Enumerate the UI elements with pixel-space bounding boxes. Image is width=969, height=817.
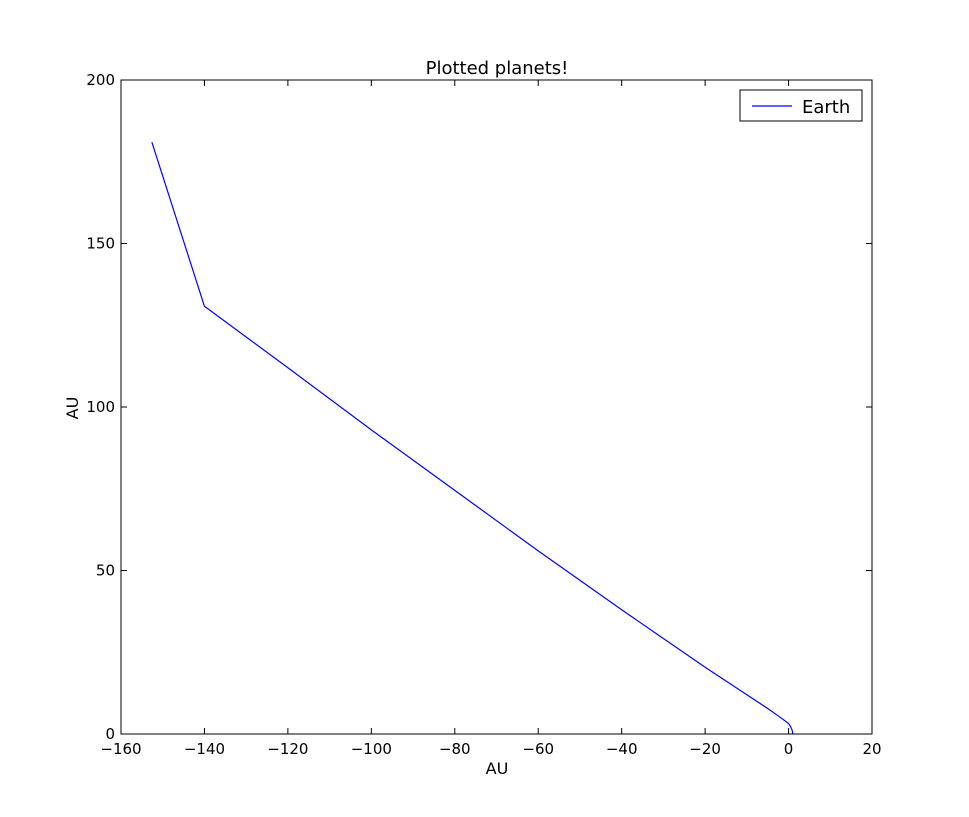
x-tick-label: −100 xyxy=(351,740,392,758)
y-tick-label: 50 xyxy=(96,562,115,580)
y-tick-label: 200 xyxy=(86,71,115,89)
x-tick-label: −60 xyxy=(522,740,554,758)
x-axis-label: AU xyxy=(486,759,509,778)
y-tick-label: 0 xyxy=(105,725,115,743)
legend: Earth xyxy=(739,89,863,122)
x-tick-label: −160 xyxy=(100,740,141,758)
x-tick-label: −40 xyxy=(606,740,638,758)
x-tick-label: −140 xyxy=(184,740,225,758)
x-tick-label: −120 xyxy=(267,740,308,758)
plot-area: −160 −140 −120 −100 −80 −60 −40 −20 0 20050100150… xyxy=(86,71,881,758)
y-tick-label: 150 xyxy=(86,235,115,253)
x-tick-label: 20 xyxy=(862,740,881,758)
legend-box xyxy=(739,89,863,122)
legend-label-earth: Earth xyxy=(802,97,850,118)
x-tick-label: 0 xyxy=(784,740,794,758)
x-tick-label: −20 xyxy=(689,740,721,758)
series-line-earth xyxy=(151,141,794,735)
y-axis-label: AU xyxy=(63,397,82,420)
x-tick-label: −80 xyxy=(439,740,471,758)
y-tick-label: 100 xyxy=(86,398,115,416)
chart-title: Plotted planets! xyxy=(426,58,569,79)
